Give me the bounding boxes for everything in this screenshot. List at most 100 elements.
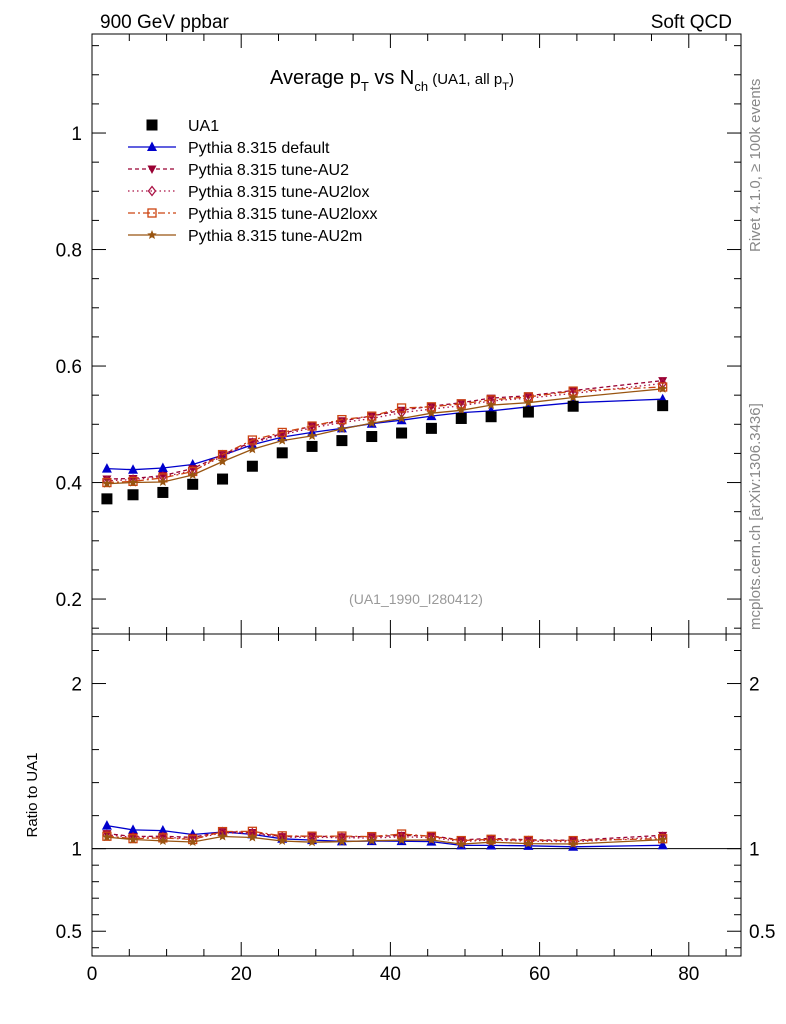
series-4-point: [337, 423, 347, 433]
chart-title: Average pT vs Nch (UA1, all pT): [270, 67, 514, 94]
legend-label-4: Pythia 8.315 tune-AU2m: [188, 228, 362, 245]
ratio-4-point: [456, 839, 467, 849]
ratio-4-point: [366, 835, 377, 845]
ratio-2-point: [102, 829, 112, 841]
series-1-point: [367, 412, 377, 422]
series-1-point: [486, 394, 496, 404]
series-4-point: [523, 397, 534, 407]
x-tick-label: 0: [87, 964, 98, 985]
analysis-tag: (UA1_1990_I280412): [349, 591, 483, 607]
title-paren-open: (UA1, all p: [428, 71, 502, 88]
x-tick-label: 60: [529, 964, 550, 985]
series-4-point: [187, 469, 198, 480]
ratio-line-3: [106, 830, 663, 842]
series-4-point: [657, 383, 668, 393]
title-sub-t: T: [361, 79, 369, 94]
ratio-0-point: [128, 824, 139, 834]
x-axis: 0 20 40 60 80: [87, 34, 727, 985]
ua1-data-point: [276, 447, 288, 459]
series-0-point: [101, 463, 112, 473]
ratio-4-point: [102, 832, 112, 842]
legend-label-1: Pythia 8.315 tune-AU2: [188, 162, 349, 179]
title-sub-t2: T: [502, 81, 509, 93]
ratio-y-axis: 0.5 0.5 1 1 2 2: [56, 650, 775, 949]
series-1-point: [307, 422, 317, 432]
ua1-data-point: [366, 431, 378, 443]
ratio-4-point: [128, 834, 138, 844]
title-paren-close: ): [509, 71, 514, 88]
series-3-point: [658, 382, 668, 392]
series-line-0: [106, 398, 663, 471]
series-line-1: [106, 379, 663, 480]
ratio-4-point: [486, 837, 496, 847]
series-3-point: [396, 403, 407, 413]
legend-marker-4: [147, 230, 157, 240]
title-mid: vs N: [369, 67, 415, 89]
ua1-data-point: [217, 473, 229, 485]
ratio-4-point: [187, 837, 198, 847]
ua1-data-point: [246, 460, 258, 472]
ratio-4-point: [158, 835, 168, 845]
ua1-data-point: [336, 435, 348, 447]
ratio-y-tick-label-right: 0.5: [749, 922, 775, 943]
legend-label-3: Pythia 8.315 tune-AU2loxx: [188, 206, 377, 223]
main-y-axis: 0.2 0.4 0.6 0.8 1: [56, 45, 741, 629]
ua1-data-point: [455, 412, 467, 424]
series-4-point: [158, 476, 168, 487]
legend-ua1-marker: [146, 119, 158, 131]
legend-label-2: Pythia 8.315 tune-AU2lox: [188, 184, 369, 201]
ratio-panel-frame: [91, 633, 742, 957]
series-3-point: [307, 421, 317, 431]
series-3-point: [337, 414, 347, 425]
series-4-point: [217, 456, 228, 466]
ratio-4-point: [396, 835, 407, 845]
legend-marker-1: [147, 165, 157, 174]
header-left-label: 900 GeV ppbar: [100, 12, 230, 33]
ratio-2-point: [486, 834, 496, 846]
main-y-tick-label: 0.4: [56, 474, 83, 495]
series-1-point: [523, 392, 533, 401]
ratio-0-point: [101, 820, 112, 830]
series-0-point: [157, 462, 168, 472]
title-sub-ch: ch: [414, 79, 428, 94]
series-4-point: [426, 408, 437, 418]
ratio-y-tick-label-left: 2: [71, 675, 82, 696]
x-tick-label: 20: [231, 964, 252, 985]
main-y-tick-label: 1: [71, 124, 82, 145]
series-4-point: [568, 392, 578, 402]
ua1-data-point: [657, 400, 669, 412]
ratio-0-point: [157, 825, 168, 835]
legend-marker-0: [147, 141, 157, 151]
series-4-point: [128, 477, 138, 487]
rivet-version-label: Rivet 4.1.0, ≥ 100k events: [747, 79, 764, 252]
ratio-4-point: [426, 834, 437, 844]
series-4-point: [102, 478, 112, 488]
ua1-data-point: [485, 411, 497, 423]
main-data-layer: [101, 400, 669, 505]
ratio-y-tick-label-left: 1: [71, 840, 82, 861]
series-4-point: [396, 413, 407, 423]
x-tick-label: 40: [380, 964, 401, 985]
ratio-4-point: [657, 834, 668, 844]
ua1-data-point: [306, 440, 318, 452]
ratio-y-tick-label-right: 1: [749, 840, 760, 861]
series-0-point: [128, 464, 139, 474]
main-y-tick-label: 0.8: [56, 241, 82, 262]
main-y-tick-label: 0.2: [56, 590, 82, 611]
series-4-point: [277, 435, 287, 445]
ratio-2-point: [128, 831, 138, 843]
mcplots-reference-label: mcplots.cern.ch [arXiv:1306.3436]: [747, 403, 764, 630]
legend-ua1-label: UA1: [188, 118, 219, 135]
main-y-tick-label: 0.6: [56, 357, 82, 378]
ua1-data-point: [396, 427, 408, 439]
series-4-point: [366, 418, 377, 428]
legend: UA1 Pythia 8.315 default Pythia 8.315 tune…: [128, 118, 377, 245]
series-line-3: [106, 386, 663, 484]
legend-marker-3: [147, 208, 157, 218]
title-prefix: Average p: [270, 67, 361, 89]
ratio-4-point: [217, 831, 228, 841]
series-3-point: [247, 435, 258, 445]
ratio-y-axis-label: Ratio to UA1: [24, 752, 41, 837]
series-4-point: [307, 430, 317, 440]
